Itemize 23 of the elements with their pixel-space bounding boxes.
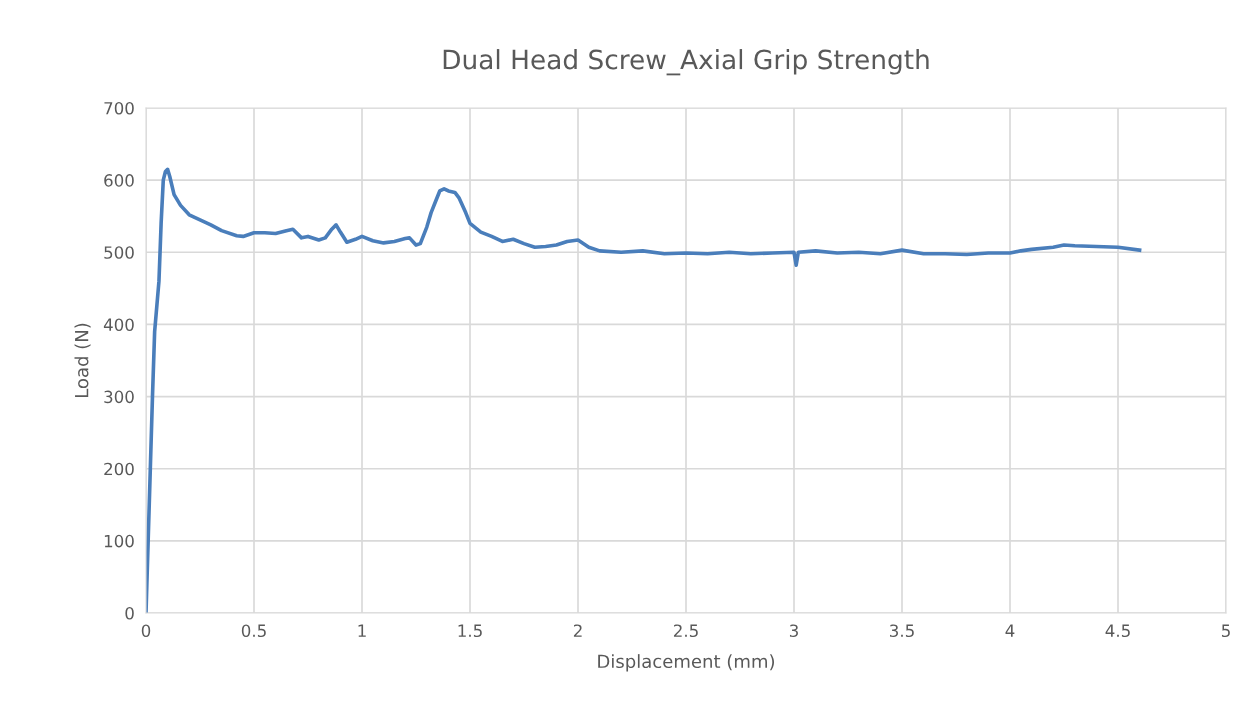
x-axis-title: Displacement (mm): [598, 654, 775, 672]
y-tick-label: 0: [125, 606, 134, 620]
x-tick-label: 1: [358, 624, 366, 637]
x-tick-label: 3.5: [890, 624, 914, 638]
chart-title: Dual Head Screw_Axial Grip Strength: [443, 49, 929, 76]
line-series: [146, 167, 1142, 613]
x-tick-label: 4: [1005, 624, 1015, 637]
x-tick-label: 0.5: [241, 624, 266, 638]
x-tick-label: 1.5: [458, 624, 482, 638]
x-tick-label: 0: [141, 624, 151, 638]
y-tick-label: 400: [103, 318, 134, 331]
y-tick-label: 700: [104, 101, 134, 115]
x-tick-label: 2: [573, 624, 582, 637]
y-tick-label: 200: [104, 462, 134, 476]
y-tick-label: 100: [104, 534, 134, 548]
x-tick-label: 3: [789, 624, 798, 638]
x-tick-label: 4.5: [1105, 624, 1130, 638]
y-tick-label: 300: [104, 390, 134, 404]
y-tick-label: 600: [104, 174, 134, 187]
y-tick-label: 500: [104, 246, 134, 259]
y-axis-title: Load (N): [74, 323, 91, 398]
x-tick-label: 2.5: [673, 624, 698, 638]
x-tick-label: 5: [1221, 624, 1230, 638]
